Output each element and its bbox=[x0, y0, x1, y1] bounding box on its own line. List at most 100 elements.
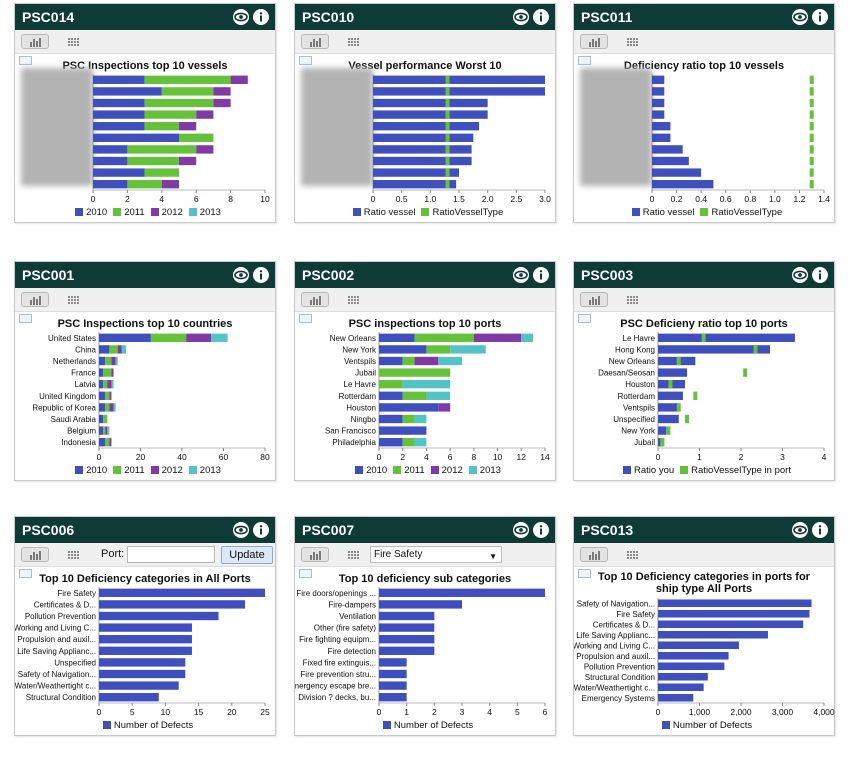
update-button[interactable]: Update bbox=[221, 546, 273, 564]
bar-segment[interactable] bbox=[99, 426, 104, 435]
reference-marker[interactable] bbox=[445, 156, 450, 166]
table-view-icon[interactable] bbox=[339, 34, 367, 49]
bar-segment[interactable] bbox=[93, 168, 145, 177]
bar-segment[interactable] bbox=[127, 145, 197, 154]
bar-segment[interactable] bbox=[103, 368, 112, 377]
reference-marker[interactable] bbox=[809, 133, 814, 142]
bar-segment[interactable] bbox=[109, 403, 114, 412]
bar-segment[interactable] bbox=[103, 414, 108, 424]
bar-segment[interactable] bbox=[450, 345, 486, 354]
eye-icon[interactable] bbox=[233, 9, 249, 25]
bar-segment[interactable] bbox=[99, 345, 110, 354]
bar[interactable] bbox=[99, 669, 186, 679]
bar-chart-view-icon[interactable] bbox=[580, 292, 608, 307]
info-icon[interactable] bbox=[253, 9, 269, 25]
bar[interactable] bbox=[658, 391, 683, 400]
reference-marker[interactable] bbox=[445, 110, 450, 119]
bar-segment[interactable] bbox=[117, 345, 122, 354]
bar[interactable] bbox=[658, 693, 694, 702]
bar-segment[interactable] bbox=[107, 426, 110, 435]
bar-segment[interactable] bbox=[105, 391, 110, 400]
bar-segment[interactable] bbox=[179, 133, 214, 142]
bar[interactable] bbox=[652, 87, 665, 96]
table-view-icon[interactable] bbox=[339, 292, 367, 307]
info-icon[interactable] bbox=[533, 267, 549, 283]
bar-chart-view-icon[interactable] bbox=[580, 547, 608, 562]
bar[interactable] bbox=[652, 145, 683, 154]
bar-segment[interactable] bbox=[379, 333, 415, 342]
bar-segment[interactable] bbox=[99, 333, 151, 342]
table-view-icon[interactable] bbox=[59, 292, 87, 307]
bar-segment[interactable] bbox=[213, 87, 231, 96]
bar[interactable] bbox=[379, 635, 435, 644]
info-icon[interactable] bbox=[533, 522, 549, 538]
bar[interactable] bbox=[652, 98, 665, 108]
bar-segment[interactable] bbox=[105, 403, 110, 412]
eye-icon[interactable] bbox=[792, 9, 808, 25]
bar[interactable] bbox=[652, 156, 689, 166]
eye-icon[interactable] bbox=[233, 267, 249, 283]
reference-marker[interactable] bbox=[445, 75, 450, 84]
bar-segment[interactable] bbox=[379, 356, 403, 366]
bar[interactable] bbox=[379, 588, 545, 597]
bar[interactable] bbox=[658, 609, 810, 618]
bar-segment[interactable] bbox=[99, 368, 104, 377]
bar[interactable] bbox=[99, 600, 246, 609]
bar[interactable] bbox=[379, 623, 435, 632]
reference-marker[interactable] bbox=[701, 333, 706, 342]
bar[interactable] bbox=[373, 75, 545, 84]
port-input[interactable] bbox=[127, 546, 215, 563]
export-image-icon[interactable] bbox=[19, 56, 32, 65]
bar-segment[interactable] bbox=[127, 180, 162, 189]
reference-marker[interactable] bbox=[753, 345, 758, 354]
bar-segment[interactable] bbox=[103, 426, 106, 435]
bar[interactable] bbox=[658, 426, 667, 435]
bar[interactable] bbox=[373, 180, 457, 189]
bar-segment[interactable] bbox=[414, 333, 474, 342]
bar-segment[interactable] bbox=[115, 356, 118, 366]
bar-segment[interactable] bbox=[161, 87, 214, 96]
bar-segment[interactable] bbox=[93, 145, 128, 154]
bar-segment[interactable] bbox=[161, 180, 179, 189]
bar-segment[interactable] bbox=[109, 438, 112, 447]
bar[interactable] bbox=[373, 168, 459, 177]
info-icon[interactable] bbox=[253, 267, 269, 283]
bar[interactable] bbox=[379, 669, 407, 679]
bar[interactable] bbox=[658, 641, 739, 650]
bar[interactable] bbox=[99, 693, 159, 702]
bar-segment[interactable] bbox=[230, 75, 248, 84]
bar-segment[interactable] bbox=[402, 391, 427, 400]
bar-segment[interactable] bbox=[211, 333, 228, 342]
export-image-icon[interactable] bbox=[299, 56, 312, 65]
bar-segment[interactable] bbox=[109, 391, 112, 400]
table-view-icon[interactable] bbox=[618, 292, 646, 307]
table-view-icon[interactable] bbox=[618, 547, 646, 562]
reference-marker[interactable] bbox=[445, 133, 450, 142]
reference-marker[interactable] bbox=[445, 145, 450, 154]
bar-segment[interactable] bbox=[105, 438, 110, 447]
bar[interactable] bbox=[99, 646, 192, 655]
bar-segment[interactable] bbox=[144, 122, 179, 131]
bar[interactable] bbox=[658, 662, 725, 671]
bar[interactable] bbox=[379, 693, 407, 702]
eye-icon[interactable] bbox=[513, 267, 529, 283]
reference-marker[interactable] bbox=[445, 180, 450, 189]
bar-segment[interactable] bbox=[93, 133, 179, 142]
bar-segment[interactable] bbox=[379, 345, 427, 354]
bar-chart-view-icon[interactable] bbox=[301, 547, 329, 562]
eye-icon[interactable] bbox=[792, 267, 808, 283]
bar[interactable] bbox=[652, 180, 714, 189]
bar-segment[interactable] bbox=[93, 180, 128, 189]
bar[interactable] bbox=[658, 620, 804, 629]
info-icon[interactable] bbox=[812, 9, 828, 25]
bar-segment[interactable] bbox=[379, 426, 427, 435]
bar-segment[interactable] bbox=[99, 356, 106, 366]
bar-segment[interactable] bbox=[521, 333, 534, 342]
info-icon[interactable] bbox=[253, 522, 269, 538]
bar-segment[interactable] bbox=[438, 356, 462, 366]
bar-segment[interactable] bbox=[103, 380, 108, 389]
bar[interactable] bbox=[373, 98, 488, 108]
bar-segment[interactable] bbox=[414, 438, 427, 447]
bar-segment[interactable] bbox=[99, 380, 104, 389]
reference-marker[interactable] bbox=[445, 122, 450, 131]
